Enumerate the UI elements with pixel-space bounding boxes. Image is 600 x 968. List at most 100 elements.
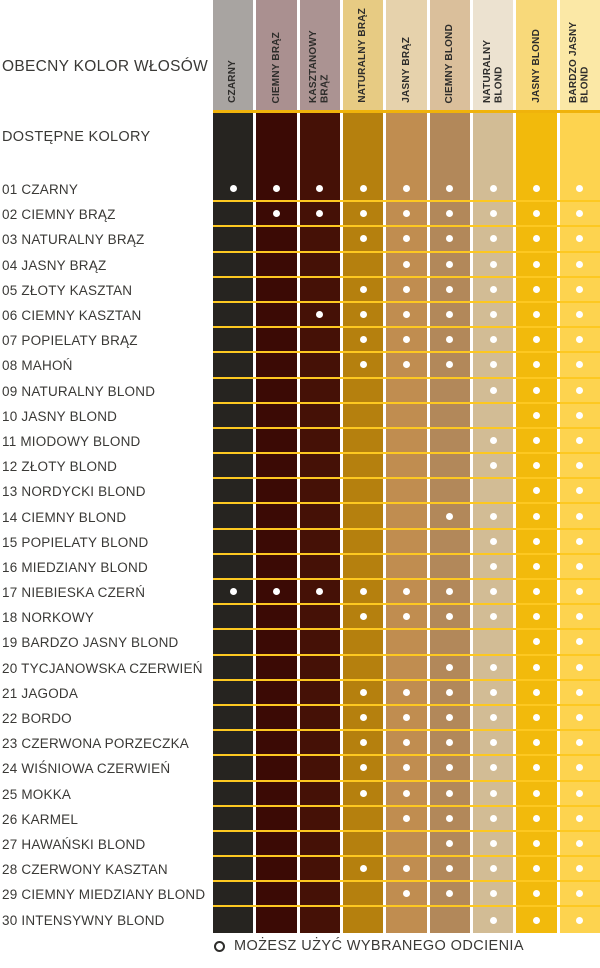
matrix-cell: [516, 756, 557, 780]
matrix-row: [213, 882, 600, 908]
matrix-cell: [299, 907, 340, 933]
matrix-cell: [256, 378, 297, 402]
matrix-cell: [429, 857, 470, 881]
matrix-cell: [213, 403, 254, 427]
matrix-cell: [342, 479, 384, 503]
matrix-cell: [472, 252, 514, 276]
current-color-heading: OBECNY KOLOR WŁOSÓW: [2, 58, 209, 75]
allowed-dot-icon: [489, 916, 497, 924]
matrix-cell: [472, 831, 514, 856]
matrix-cell: [299, 580, 340, 604]
matrix-cell: [559, 731, 600, 755]
matrix-cell: [559, 882, 600, 906]
allowed-dot-icon: [532, 260, 540, 268]
matrix-cell: [472, 705, 514, 730]
matrix-cell: [472, 504, 514, 528]
matrix-cell: [342, 806, 384, 830]
allowed-dot-icon: [359, 613, 367, 621]
matrix-cell: [386, 907, 427, 933]
matrix-row: [213, 655, 600, 681]
matrix-cell: [213, 781, 254, 805]
row-label: 14 CIEMNY BLOND: [2, 509, 127, 525]
matrix-cell: [516, 504, 557, 528]
matrix-cell: [256, 731, 297, 755]
matrix-cell: [213, 806, 254, 830]
allowed-dot-icon: [359, 185, 367, 193]
allowed-dot-icon: [359, 789, 367, 797]
matrix-row: [213, 454, 600, 480]
matrix-cell: [429, 907, 470, 933]
allowed-dot-icon: [532, 462, 540, 470]
allowed-dot-icon: [489, 285, 497, 293]
allowed-dot-icon: [489, 890, 497, 898]
matrix-cell: [386, 428, 427, 453]
row-label: 19 BARDZO JASNY BLOND: [2, 635, 179, 651]
allowed-dot-icon: [532, 890, 540, 898]
matrix-cell: [299, 655, 340, 679]
matrix-cell: [342, 580, 384, 604]
matrix-cell: [559, 705, 600, 730]
matrix-cell: [429, 580, 470, 604]
matrix-cell: [472, 378, 514, 402]
matrix-cell: [342, 907, 384, 933]
matrix-cell: [472, 177, 514, 201]
matrix-cell: [213, 328, 254, 352]
matrix-cell: [516, 177, 557, 201]
matrix-cell: [386, 680, 427, 704]
matrix-row: [213, 630, 600, 656]
matrix-cell: [299, 428, 340, 453]
matrix-cell: [429, 529, 470, 553]
matrix-cell: [472, 403, 514, 427]
matrix-cell: [213, 302, 254, 327]
allowed-dot-icon: [489, 562, 497, 570]
allowed-dot-icon: [532, 512, 540, 520]
allowed-dot-icon: [402, 714, 410, 722]
allowed-dot-icon: [489, 814, 497, 822]
allowed-dot-icon: [402, 588, 410, 596]
matrix-cell: [256, 227, 297, 251]
allowed-dot-icon: [576, 512, 584, 520]
row-label: 27 HAWAŃSKI BLOND: [2, 836, 146, 852]
matrix-cell: [559, 831, 600, 856]
allowed-dot-icon: [446, 890, 454, 898]
matrix-cell: [213, 353, 254, 377]
allowed-dot-icon: [532, 562, 540, 570]
row-label: 18 NORKOWY: [2, 610, 95, 626]
matrix-cell: [256, 806, 297, 830]
allowed-dot-icon: [532, 411, 540, 419]
matrix-cell: [429, 756, 470, 780]
column-header: JASNY BLOND: [516, 0, 557, 110]
allowed-dot-icon: [489, 865, 497, 873]
matrix-grid: CZARNY CIEMNY BRĄZ KASZTANOWY BRĄZ NATURALN…: [213, 0, 600, 933]
allowed-dot-icon: [532, 839, 540, 847]
matrix-cell: [386, 580, 427, 604]
allowed-dot-icon: [489, 588, 497, 596]
matrix-cell: [429, 378, 470, 402]
allowed-dot-icon: [316, 588, 324, 596]
allowed-dot-icon: [402, 764, 410, 772]
matrix-cell: [386, 781, 427, 805]
matrix-cell: [299, 479, 340, 503]
matrix-cell: [213, 554, 254, 578]
row-label: 08 MAHOŃ: [2, 358, 73, 374]
allowed-dot-icon: [402, 361, 410, 369]
matrix-cell: [559, 177, 600, 201]
matrix-cell: [429, 454, 470, 478]
allowed-dot-icon: [359, 336, 367, 344]
matrix-cell: [299, 454, 340, 478]
allowed-dot-icon: [402, 789, 410, 797]
matrix-cell: [472, 554, 514, 578]
matrix-cell: [516, 302, 557, 327]
allowed-dot-icon: [446, 260, 454, 268]
allowed-dot-icon: [532, 688, 540, 696]
matrix-cell: [516, 806, 557, 830]
column-header-label: JASNY BLOND: [530, 29, 542, 103]
matrix-cell: [429, 328, 470, 352]
matrix-cell: [342, 428, 384, 453]
matrix-cell: [516, 328, 557, 352]
allowed-dot-icon: [402, 185, 410, 193]
matrix-cell: [429, 428, 470, 453]
swatch-spacer-cell: [559, 113, 600, 177]
allowed-dot-icon: [359, 285, 367, 293]
allowed-dot-icon: [402, 336, 410, 344]
